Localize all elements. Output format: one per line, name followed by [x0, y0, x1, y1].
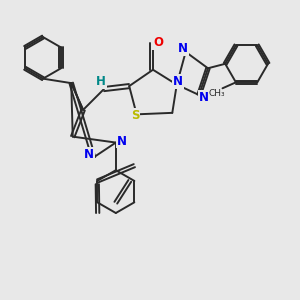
Text: N: N	[173, 75, 183, 88]
Text: N: N	[84, 148, 94, 161]
Text: CH₃: CH₃	[209, 89, 226, 98]
Text: H: H	[96, 75, 106, 88]
Text: N: N	[178, 42, 188, 56]
Text: N: N	[199, 91, 208, 104]
Text: O: O	[153, 36, 163, 49]
Text: N: N	[117, 135, 127, 148]
Text: S: S	[131, 109, 140, 122]
